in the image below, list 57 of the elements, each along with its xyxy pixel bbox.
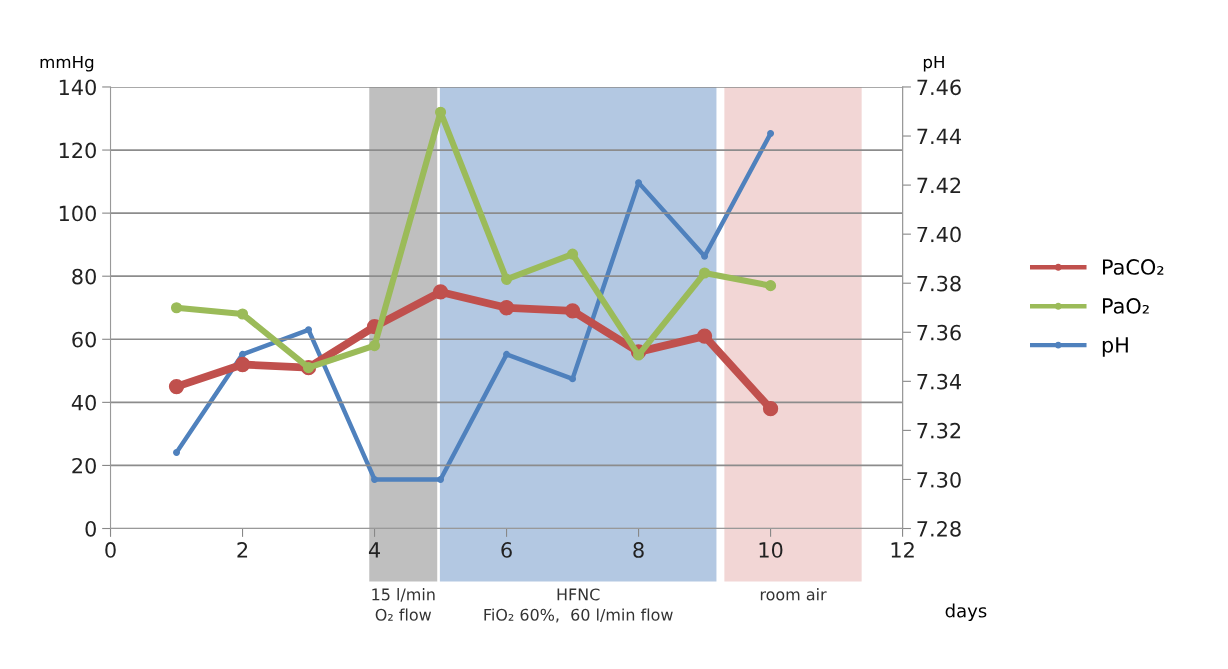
legend-label: pH xyxy=(1102,337,1128,357)
point xyxy=(239,350,247,358)
y-tick-label: 0 xyxy=(85,520,96,537)
point xyxy=(234,356,251,373)
legend-label: PaCO₂ xyxy=(1103,259,1164,275)
band-label: 15 l/min O₂ flow xyxy=(372,588,435,621)
y-tick-label: 100 xyxy=(59,205,96,222)
x-tick-label: 2 xyxy=(237,542,248,558)
band-label: room air xyxy=(760,588,827,601)
point xyxy=(371,475,379,483)
legend-label: PaO₂ xyxy=(1103,298,1149,314)
y-tick-label: 40 xyxy=(71,394,96,411)
y-tick-label: 120 xyxy=(59,142,96,159)
point xyxy=(236,308,249,320)
point xyxy=(170,302,183,314)
point xyxy=(762,401,779,417)
point xyxy=(432,284,449,300)
y2-tick-label: 7.38 xyxy=(917,275,961,292)
y2-tick-label: 7.28 xyxy=(917,520,961,537)
y2-tick-label: 7.36 xyxy=(917,324,961,341)
y-tick-label: 60 xyxy=(72,331,96,348)
x-tick-label: 10 xyxy=(759,542,783,558)
point xyxy=(503,350,511,358)
x-axis-title: days xyxy=(945,603,987,622)
point xyxy=(498,300,515,316)
x-tick-label: 0 xyxy=(105,542,116,558)
point xyxy=(696,328,713,344)
point xyxy=(173,448,180,456)
point xyxy=(368,340,381,352)
y-axis-title: mmHg xyxy=(40,55,94,72)
x-tick-label: 6 xyxy=(501,542,512,558)
y-tick-label: 20 xyxy=(72,457,96,474)
x-tick-label: 4 xyxy=(368,542,380,558)
y2-tick-label: 7.40 xyxy=(917,226,961,243)
point xyxy=(564,303,581,319)
y-tick-label: 140 xyxy=(59,79,96,96)
point xyxy=(566,248,579,260)
y2-tick-label: 7.44 xyxy=(917,128,961,144)
y2-tick-label: 7.46 xyxy=(917,79,961,96)
y-tick-label: 80 xyxy=(72,268,96,285)
point xyxy=(168,378,185,395)
point xyxy=(305,326,313,334)
point xyxy=(765,280,777,292)
band-label: HFNC FiO₂ 60%, 60 l/min flow xyxy=(484,588,673,623)
y2-tick-label: 7.30 xyxy=(917,471,961,488)
y2-tick-label: 7.42 xyxy=(917,177,961,194)
point xyxy=(500,273,513,285)
y2-tick-label: 7.32 xyxy=(917,422,961,439)
y2-axis-title: pH xyxy=(923,55,944,72)
x-tick-label: 8 xyxy=(633,542,644,558)
point xyxy=(633,349,645,361)
x-tick-label: 12 xyxy=(891,542,914,558)
point xyxy=(767,130,775,138)
point xyxy=(569,375,577,383)
point xyxy=(699,267,711,279)
y2-tick-label: 7.34 xyxy=(917,373,961,390)
point xyxy=(437,475,445,483)
